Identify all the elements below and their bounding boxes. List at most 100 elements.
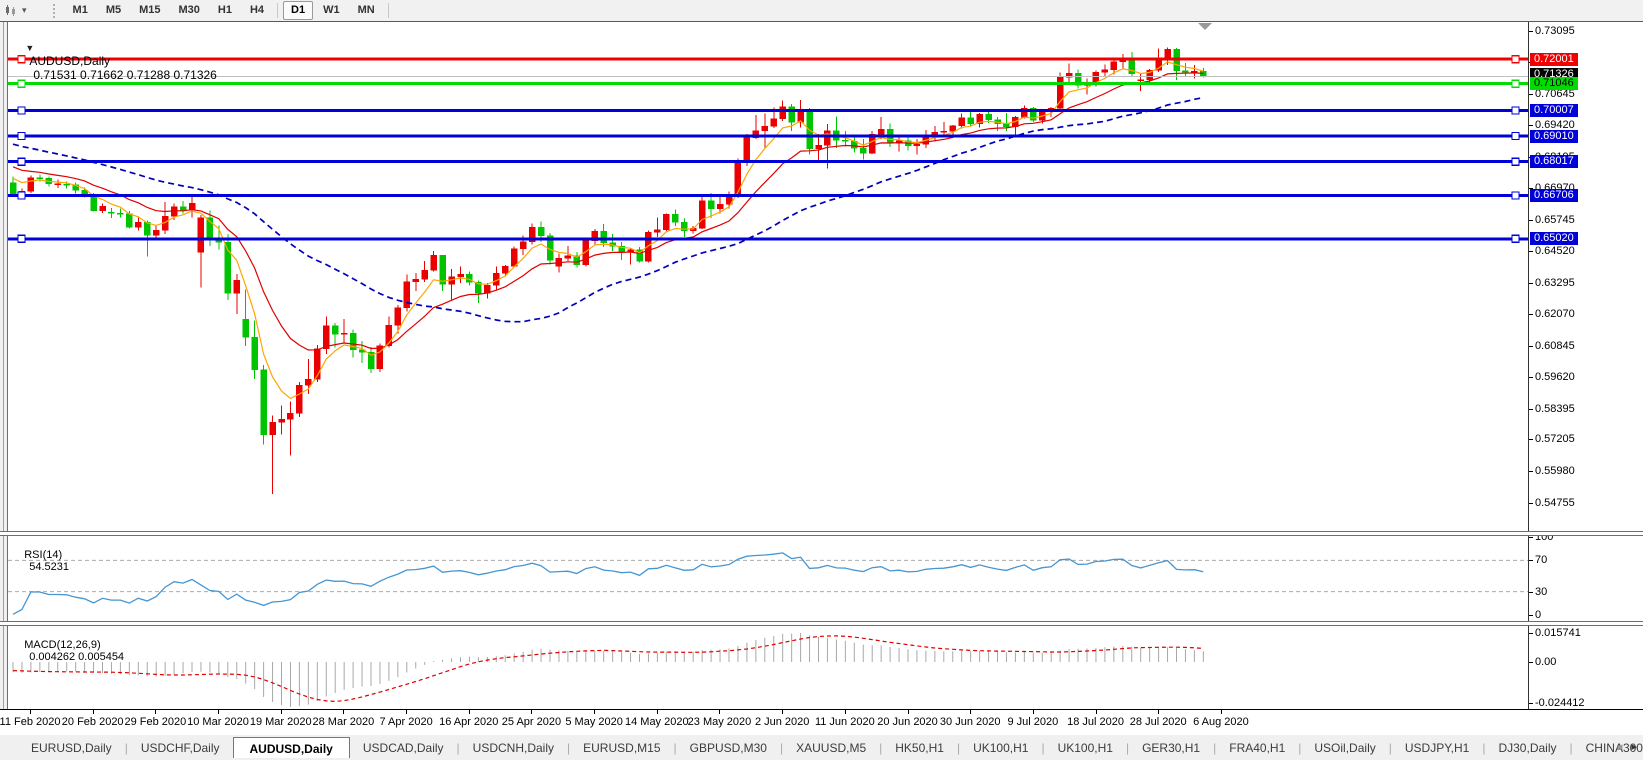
chart-tab-uk100-h1[interactable]: UK100,H1 — [973, 740, 1029, 755]
price-tick-mark — [1529, 219, 1533, 221]
date-tick-mark — [30, 710, 31, 714]
chart-tab-china300-h4[interactable]: CHINA300,H4 — [1585, 740, 1643, 755]
chart-tab-uk100-h1[interactable]: UK100,H1 — [1057, 740, 1113, 755]
date-tick-mark — [1032, 710, 1034, 714]
timeframe-toolbar: ▾ M1 M5 M15 M30 H1 H4 D1 W1 MN — [0, 0, 1643, 21]
timeframe-button-mn[interactable]: MN — [357, 4, 375, 16]
rsi-pane[interactable] — [8, 534, 1528, 621]
timeframe-button-m1[interactable]: M1 — [72, 4, 88, 16]
price-tick-mark — [1529, 188, 1533, 190]
chart-tab-usdcad-daily[interactable]: USDCAD,Daily — [362, 740, 444, 755]
date-label: 6 Aug 2020 — [1193, 716, 1249, 728]
date-label: 16 Apr 2020 — [439, 716, 499, 728]
date-tick-mark — [218, 710, 220, 714]
chart-tab-xauusd-m5[interactable]: XAUUSD,M5 — [796, 740, 867, 755]
timeframe-button-m30[interactable]: M30 — [178, 4, 200, 16]
price-tick-label: 0.54755 — [1535, 496, 1575, 509]
chart-tab-fra40-h1[interactable]: FRA40,H1 — [1229, 740, 1286, 755]
timeframe-button-m15[interactable]: M15 — [139, 4, 161, 16]
price-tick-mark — [1529, 93, 1533, 95]
price-tick-label: 0.73095 — [1535, 24, 1575, 37]
date-axis[interactable]: 11 Feb 2020 20 Feb 2020 29 Feb 2020 10 Mar … — [0, 709, 1643, 735]
chart-tab-usdjpy-h1[interactable]: USDJPY,H1 — [1404, 740, 1470, 755]
timeframe-button-h1[interactable]: H1 — [217, 4, 232, 16]
timeframe-button-d1[interactable]: D1 — [283, 1, 314, 20]
timeframe-button-h4[interactable]: H4 — [249, 4, 265, 16]
macd-pane[interactable] — [8, 624, 1528, 709]
date-label: 30 Jun 2020 — [939, 716, 1001, 728]
date-tick-mark — [531, 710, 533, 714]
tab-separator: | — [124, 740, 128, 755]
date-tick-mark — [468, 710, 470, 714]
timeframe-button-w1[interactable]: W1 — [323, 4, 340, 16]
line-price-label: 0.72001 — [1530, 52, 1578, 66]
price-tick-label: 0.62070 — [1535, 308, 1575, 321]
date-label: 2 Jun 2020 — [754, 716, 810, 728]
main-chart-pane[interactable] — [8, 22, 1528, 531]
chart-ohlc-values: 0.71531 0.71662 0.71288 0.71326 — [33, 68, 217, 82]
chart-tab-audusd-daily[interactable]: AUDUSD,Daily — [232, 736, 350, 758]
macd-axis-label: 0.00 — [1535, 656, 1557, 668]
macd-canvas[interactable] — [8, 624, 1528, 709]
chart-window-top-border — [0, 21, 1643, 22]
date-tick-mark — [406, 710, 408, 714]
date-label: 19 Mar 2020 — [249, 716, 312, 728]
price-tick-mark — [1529, 408, 1533, 410]
date-tick-mark — [594, 710, 596, 714]
tab-scroll-right-icon[interactable]: ▸ — [1631, 741, 1637, 753]
price-tick-mark — [1529, 345, 1533, 347]
candlestick-chart-icon — [6, 5, 15, 16]
chart-shift-marker-icon[interactable] — [1198, 23, 1212, 30]
date-label: 25 Apr 2020 — [501, 716, 562, 728]
date-label: 18 Jul 2020 — [1067, 716, 1124, 728]
timeframe-button-m5[interactable]: M5 — [105, 4, 122, 16]
line-price-label: 0.66706 — [1530, 188, 1578, 202]
price-axis-border — [1528, 22, 1529, 709]
tab-separator: | — [1569, 740, 1573, 755]
date-tick-mark — [343, 710, 345, 714]
chart-tab-usdchf-daily[interactable]: USDCHF,Daily — [140, 740, 220, 755]
charts-toolbar-button[interactable]: ▾ — [4, 4, 27, 17]
main-chart-canvas[interactable] — [8, 22, 1528, 531]
chart-tab-ger30-h1[interactable]: GER30,H1 — [1142, 740, 1201, 755]
rsi-canvas[interactable] — [8, 534, 1528, 621]
price-tick-label: 0.65745 — [1535, 213, 1575, 226]
date-tick-mark — [1095, 710, 1097, 714]
price-axis[interactable]: 0.730950.718700.706450.694200.681950.669… — [1529, 22, 1643, 709]
tab-separator: | — [567, 740, 571, 755]
tab-separator: | — [1041, 740, 1045, 755]
chart-tab-eurusd-daily[interactable]: EURUSD,Daily — [31, 740, 112, 755]
chart-symbol-label: AUDUSD,Daily — [29, 54, 111, 68]
date-label: 11 Feb 2020 — [0, 716, 61, 728]
chart-tab-eurusd-m15[interactable]: EURUSD,M15 — [583, 740, 661, 755]
price-tick-mark — [1529, 282, 1533, 284]
rsi-level-label: 70 — [1535, 554, 1548, 567]
chart-tab-hk50-h1[interactable]: HK50,H1 — [895, 740, 944, 755]
tab-scroll-left-icon[interactable]: ◂ — [1616, 741, 1623, 753]
chart-tab-usdcnh-daily[interactable]: USDCNH,Daily — [472, 740, 555, 755]
pane-separator[interactable] — [0, 531, 1643, 536]
date-label: 11 Jun 2020 — [814, 716, 875, 728]
rsi-value: 54.5231 — [29, 561, 69, 573]
date-label: 20 Feb 2020 — [61, 716, 124, 728]
price-tick-label: 0.63295 — [1535, 276, 1575, 289]
chart-tab-dj30-daily[interactable]: DJ30,Daily — [1498, 740, 1557, 755]
toolbar-grip-handle[interactable] — [52, 3, 58, 18]
left-frame-line-inner — [7, 22, 8, 734]
date-tick-mark — [1158, 710, 1160, 714]
date-tick-mark — [92, 710, 94, 714]
rsi-tick-mark — [1529, 591, 1533, 593]
date-label: 9 Jul 2020 — [1007, 716, 1059, 728]
chart-collapse-icon[interactable]: ▼ — [25, 43, 35, 53]
chevron-down-icon: ▾ — [22, 5, 27, 15]
macd-tick-mark — [1529, 662, 1533, 663]
tab-separator: | — [779, 740, 784, 755]
macd-label-row: MACD(12,26,9) 0.004262 0.005454 — [12, 627, 124, 675]
tab-scroll-arrows: ◂ ▸ — [1617, 740, 1637, 753]
tab-separator: | — [1125, 740, 1130, 755]
chart-tab-gbpusd-m30[interactable]: GBPUSD,M30 — [689, 740, 767, 755]
pane-separator[interactable] — [0, 621, 1643, 626]
tab-separator: | — [1482, 740, 1486, 755]
toolbar-separator — [277, 3, 279, 18]
chart-tab-usoil-daily[interactable]: USOil,Daily — [1314, 740, 1376, 755]
